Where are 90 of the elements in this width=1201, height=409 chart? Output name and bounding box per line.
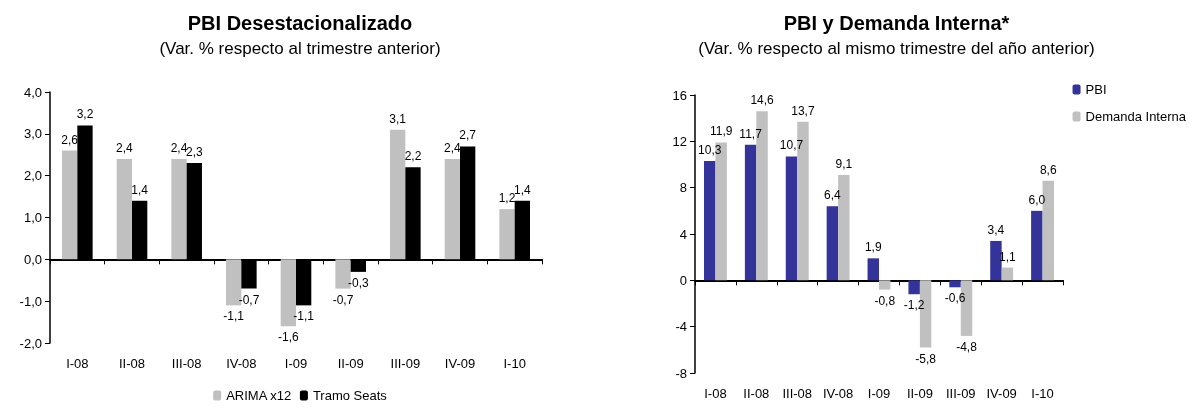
x-tick-label: IV-09: [444, 356, 476, 371]
chart-subtitle: (Var. % respecto al trimestre anterior): [159, 39, 441, 58]
data-label: 9,1: [835, 156, 853, 171]
legend-label: Tramo Seats: [312, 388, 388, 403]
bar: [1001, 267, 1014, 281]
data-label: 3,1: [389, 111, 407, 126]
data-label: 3,4: [987, 222, 1005, 237]
data-label: -5,8: [915, 351, 937, 366]
y-tick-label: -2,0: [19, 335, 42, 351]
data-label: 10,7: [779, 138, 804, 153]
data-label: -4,8: [956, 339, 978, 354]
data-label: -1,2: [903, 298, 925, 313]
data-label: 2,4: [444, 140, 462, 155]
x-tick-label: II-08: [118, 356, 146, 371]
data-label: -1,1: [293, 309, 315, 324]
data-label: -0,8: [874, 293, 896, 308]
x-tick-label: I-08: [66, 356, 89, 371]
y-tick-label: 2,0: [23, 168, 42, 184]
x-tick-label: II-09: [906, 386, 933, 401]
legend-label: ARIMA x12: [226, 388, 292, 403]
chart-subtitle: (Var. % respecto al mismo trimestre del año anterior): [698, 39, 1095, 58]
bar: [785, 156, 798, 281]
y-tick-label: 8: [679, 180, 687, 196]
data-label: -0,6: [944, 291, 966, 306]
data-label: 2,2: [404, 149, 422, 164]
x-tick-label: I-09: [284, 356, 308, 371]
data-label: 1,4: [131, 182, 149, 197]
y-tick-label: 4,0: [23, 84, 42, 100]
data-label: 10,3: [698, 143, 722, 158]
data-label: 3,2: [76, 107, 94, 122]
bar: [990, 240, 1002, 281]
chart-title: PBI Desestacionalizado: [187, 12, 413, 34]
x-tick-label: I-08: [704, 386, 727, 401]
bar: [867, 258, 879, 281]
y-tick-label: -1,0: [19, 293, 42, 309]
data-label: 14,6: [750, 93, 775, 108]
y-tick-label: 0,0: [23, 251, 42, 267]
bar: [171, 158, 187, 260]
x-tick-label: IV-08: [822, 386, 854, 401]
bar: [1031, 210, 1043, 281]
x-tick-label: IV-09: [986, 386, 1017, 401]
data-label: 1,2: [498, 191, 516, 206]
bar: [949, 280, 961, 288]
legend-label: Demanda Interna: [1085, 109, 1187, 124]
chart-title: PBI y Demanda Interna*: [783, 12, 1010, 34]
legend-label: PBI: [1085, 82, 1107, 97]
data-label: 6,0: [1028, 192, 1046, 207]
bar: [908, 280, 920, 295]
x-tick-label: II-08: [743, 386, 770, 401]
data-label: 1,9: [864, 240, 882, 255]
bar: [116, 158, 132, 260]
bar: [704, 161, 716, 281]
data-label: -1,1: [223, 309, 245, 324]
data-label: -0,3: [347, 275, 369, 290]
y-tick-label: 16: [672, 87, 687, 103]
bar: [879, 280, 891, 290]
data-label: -0,7: [238, 292, 260, 307]
y-tick-label: 4: [679, 226, 687, 242]
data-label: 13,7: [791, 103, 815, 118]
x-tick-label: III-08: [782, 386, 813, 401]
y-tick-label: 1,0: [23, 210, 42, 225]
bar: [390, 129, 406, 260]
y-tick-label: -8: [675, 365, 687, 381]
data-label: 11,9: [709, 124, 733, 139]
x-tick-label: I-10: [1031, 386, 1054, 401]
y-tick-label: -4: [675, 319, 687, 335]
bar: [744, 144, 757, 281]
bar: [444, 158, 460, 260]
y-tick-label: 12: [672, 133, 687, 149]
data-label: 11,7: [739, 126, 763, 141]
bar: [62, 150, 78, 260]
x-tick-label: II-09: [337, 356, 364, 371]
x-tick-label: III-09: [390, 356, 421, 371]
data-label: 2,3: [185, 145, 203, 160]
y-tick-label: 3,0: [23, 126, 42, 142]
data-label: 8,6: [1039, 162, 1057, 177]
bar: [826, 206, 839, 281]
x-tick-label: I-09: [867, 386, 891, 401]
x-tick-label: I-10: [503, 356, 526, 371]
y-tick-label: 0: [679, 272, 687, 288]
data-label: 2,4: [170, 140, 188, 155]
x-tick-label: III-09: [945, 386, 976, 401]
data-label: -0,7: [332, 292, 354, 307]
x-tick-label: IV-08: [226, 356, 257, 371]
bar: [499, 209, 515, 260]
data-label: 2,7: [459, 128, 477, 143]
data-label: 2,4: [116, 140, 134, 155]
x-tick-label: III-08: [171, 356, 202, 371]
data-label: -1,6: [278, 330, 300, 345]
data-label: 6,4: [824, 188, 842, 203]
